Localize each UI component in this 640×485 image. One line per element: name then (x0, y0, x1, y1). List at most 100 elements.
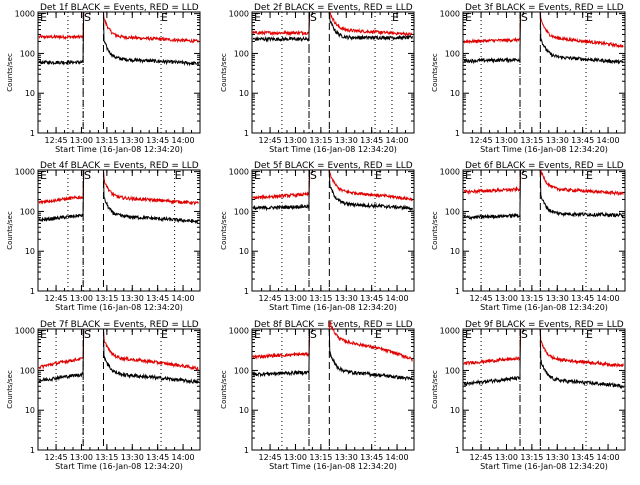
x-axis-label: Start Time (16-Jan-08 12:34:20) (55, 462, 183, 471)
y-tick-label: 10 (239, 247, 249, 256)
x-tick-label: 14:00 (597, 136, 620, 145)
y-axis-label: Counts/sec (220, 370, 228, 409)
x-tick-label: 13:00 (284, 453, 307, 462)
y-tick-label: 1000 (440, 327, 460, 336)
detector-panel-8: Det 8f BLACK = Events, RED = LLD 1 10 100 10… (220, 320, 415, 471)
plot-frame (251, 328, 415, 451)
x-tick-label: 13:30 (335, 294, 358, 303)
events-series-line (38, 328, 199, 385)
detector-panel-1: Det 1f BLACK = Events, RED = LLD 1 10 100 10… (6, 3, 201, 154)
x-tick-label: 13:30 (335, 136, 358, 145)
marker-s: S (310, 11, 317, 24)
x-axis-label: Start Time (16-Jan-08 12:34:20) (480, 462, 608, 471)
x-tick-label: 13:15 (309, 453, 332, 462)
x-tick-label: 13:00 (70, 453, 93, 462)
events-series-line (38, 169, 199, 224)
y-tick-label: 10 (450, 247, 460, 256)
x-tick-label: 13:45 (571, 294, 594, 303)
x-tick-label: 13:45 (360, 294, 383, 303)
x-tick-label: 14:00 (597, 294, 620, 303)
events-series-line (252, 169, 413, 212)
lld-series-line (463, 169, 624, 197)
panel-title: Det 8f BLACK = Events, RED = LLD (254, 320, 413, 330)
x-axis-label: Start Time (16-Jan-08 12:34:20) (269, 303, 397, 312)
detector-panel-7: Det 7f BLACK = Events, RED = LLD 1 10 100 10… (6, 320, 201, 471)
marker-e: E (465, 169, 472, 182)
y-tick-label: 100 (20, 207, 35, 216)
x-tick-label: 13:00 (70, 294, 93, 303)
x-tick-label: 13:00 (284, 136, 307, 145)
x-tick-label: 14:00 (172, 136, 195, 145)
plot-frame (462, 11, 626, 134)
x-tick-label: 13:15 (309, 136, 332, 145)
x-tick-label: 13:45 (571, 453, 594, 462)
y-tick-label: 1 (244, 129, 249, 138)
marker-e: E (161, 11, 168, 24)
plot-frame (37, 11, 201, 134)
x-tick-label: 12:45 (45, 136, 68, 145)
y-tick-label: 1 (244, 446, 249, 455)
marker-e: E (254, 328, 261, 341)
x-tick-label: 13:30 (546, 294, 569, 303)
panel-title: Det 2f BLACK = Events, RED = LLD (254, 3, 413, 13)
marker-e: E (161, 328, 168, 341)
y-tick-label: 1 (30, 446, 35, 455)
marker-e: E (586, 11, 593, 24)
x-tick-label: 13:30 (546, 136, 569, 145)
y-tick-label: 1 (455, 446, 460, 455)
x-tick-label: 14:00 (386, 136, 409, 145)
lld-series-line (252, 169, 413, 202)
marker-e: E (586, 328, 593, 341)
lld-series-line (252, 11, 413, 37)
marker-s: S (521, 169, 528, 182)
y-axis-label: Counts/sec (220, 53, 228, 92)
marker-e: E (465, 328, 472, 341)
x-tick-label: 13:45 (571, 136, 594, 145)
x-tick-label: 12:45 (45, 453, 68, 462)
marker-s: S (84, 328, 91, 341)
panel-title: Det 1f BLACK = Events, RED = LLD (40, 3, 199, 13)
y-tick-label: 10 (25, 89, 35, 98)
detector-panel-9: Det 9f BLACK = Events, RED = LLD 1 10 100 10… (431, 320, 626, 471)
panel-title: Det 3f BLACK = Events, RED = LLD (465, 3, 624, 13)
x-tick-label: 13:15 (309, 294, 332, 303)
y-tick-label: 1 (30, 287, 35, 296)
plot-frame (37, 169, 201, 292)
x-tick-label: 13:15 (95, 294, 118, 303)
events-series-line (38, 11, 199, 67)
events-series-line (252, 11, 413, 43)
x-tick-label: 13:45 (360, 136, 383, 145)
lld-series-line (463, 328, 624, 368)
x-tick-label: 12:45 (470, 294, 493, 303)
lld-series-line (38, 11, 199, 44)
marker-e: E (254, 169, 261, 182)
x-axis-label: Start Time (16-Jan-08 12:34:20) (55, 145, 183, 154)
x-tick-label: 13:45 (146, 294, 169, 303)
y-axis-label: Counts/sec (431, 370, 439, 409)
x-tick-label: 14:00 (597, 453, 620, 462)
x-tick-label: 13:00 (495, 453, 518, 462)
y-tick-label: 1 (455, 287, 460, 296)
x-tick-label: 12:45 (45, 294, 68, 303)
x-tick-label: 12:45 (259, 294, 282, 303)
y-tick-label: 100 (234, 49, 249, 58)
x-tick-label: 13:15 (520, 294, 543, 303)
y-tick-label: 1 (244, 287, 249, 296)
x-tick-label: 12:45 (259, 136, 282, 145)
lld-series-line (252, 320, 413, 363)
marker-e: E (40, 11, 47, 24)
marker-s: S (84, 11, 91, 24)
y-tick-label: 100 (445, 49, 460, 58)
x-tick-label: 13:15 (95, 136, 118, 145)
plot-frame (37, 328, 201, 451)
marker-e: E (392, 11, 399, 24)
y-axis-label: Counts/sec (6, 211, 14, 250)
marker-e: E (254, 11, 261, 24)
y-tick-label: 100 (234, 207, 249, 216)
plot-frame (251, 11, 415, 134)
lld-series-line (463, 11, 624, 49)
panel-title: Det 9f BLACK = Events, RED = LLD (465, 320, 624, 330)
y-axis-label: Counts/sec (431, 53, 439, 92)
x-axis-label: Start Time (16-Jan-08 12:34:20) (480, 303, 608, 312)
